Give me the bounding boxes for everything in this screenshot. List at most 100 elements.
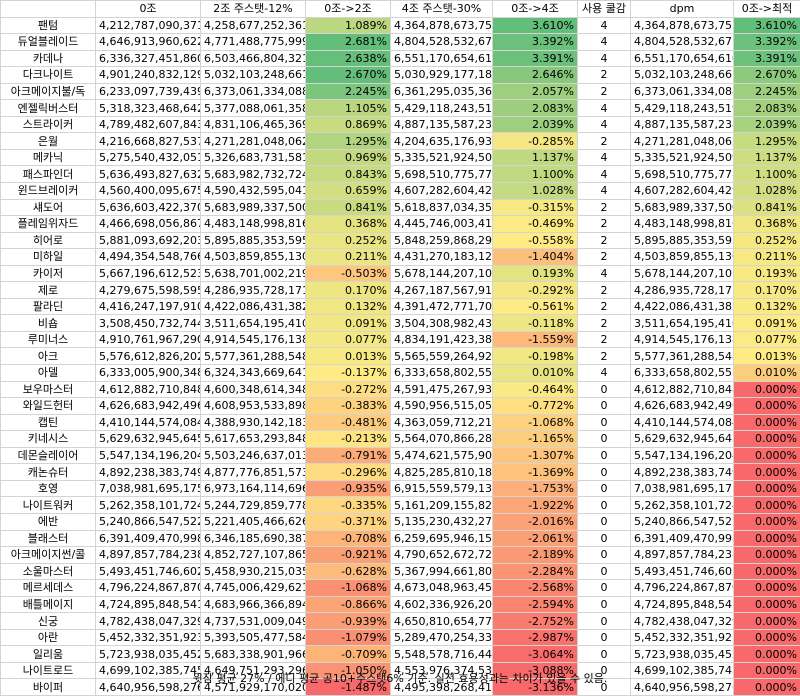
- cell-pct-0jo-to-best[interactable]: 0.000%: [734, 547, 800, 564]
- cell-class-name[interactable]: 메카닉: [1, 149, 96, 166]
- cell-dpm-value[interactable]: 5,262,358,101,724: [631, 497, 734, 514]
- cell-pct-0jo-to-best[interactable]: 2.245%: [734, 83, 800, 100]
- cell-pct-0jo-to-best[interactable]: 0.000%: [734, 398, 800, 415]
- cell-value-0jo[interactable]: 4,789,482,607,843: [96, 116, 201, 133]
- cell-value-4jo[interactable]: 5,289,470,254,334: [391, 629, 493, 646]
- cell-cooldown-count[interactable]: 4: [578, 365, 631, 382]
- cell-class-name[interactable]: 아크메이지불/독: [1, 83, 96, 100]
- cell-dpm-value[interactable]: 4,887,135,587,238: [631, 116, 734, 133]
- cell-pct-0jo-to-best[interactable]: 0.000%: [734, 431, 800, 448]
- cell-dpm-value[interactable]: 4,422,086,431,382: [631, 298, 734, 315]
- cell-value-4jo[interactable]: 4,887,135,587,238: [391, 116, 493, 133]
- cell-cooldown-count[interactable]: 4: [578, 34, 631, 51]
- cell-value-4jo[interactable]: 4,445,746,003,410: [391, 216, 493, 233]
- cell-class-name[interactable]: 보우마스터: [1, 381, 96, 398]
- cell-pct-0jo-to-4jo[interactable]: -2.189%: [493, 547, 578, 564]
- cell-value-0jo[interactable]: 5,629,632,945,645: [96, 431, 201, 448]
- cell-value-2jo[interactable]: 5,683,989,337,500: [201, 199, 306, 216]
- header-dpm[interactable]: dpm: [631, 1, 734, 18]
- cell-pct-0jo-to-best[interactable]: 0.000%: [734, 381, 800, 398]
- cell-value-0jo[interactable]: 4,560,400,095,675: [96, 183, 201, 200]
- cell-cooldown-count[interactable]: 2: [578, 67, 631, 84]
- cell-pct-0jo-to-2jo[interactable]: 0.170%: [306, 282, 391, 299]
- cell-pct-0jo-to-2jo[interactable]: -0.866%: [306, 596, 391, 613]
- cell-class-name[interactable]: 소울마스터: [1, 563, 96, 580]
- cell-dpm-value[interactable]: 4,914,545,176,138: [631, 331, 734, 348]
- cell-value-4jo[interactable]: 5,848,259,868,290: [391, 232, 493, 249]
- cell-pct-0jo-to-best[interactable]: 0.000%: [734, 580, 800, 597]
- cell-dpm-value[interactable]: 4,410,144,574,084: [631, 414, 734, 431]
- cell-value-0jo[interactable]: 4,612,882,710,848: [96, 381, 201, 398]
- cell-value-2jo[interactable]: 5,683,338,901,966: [201, 646, 306, 663]
- cell-dpm-value[interactable]: 6,551,170,654,610: [631, 50, 734, 67]
- cell-class-name[interactable]: 배틀메이지: [1, 596, 96, 613]
- cell-pct-0jo-to-2jo[interactable]: 0.077%: [306, 331, 391, 348]
- cell-value-4jo[interactable]: 4,607,282,604,429: [391, 183, 493, 200]
- cell-pct-0jo-to-2jo[interactable]: 0.659%: [306, 183, 391, 200]
- cell-pct-0jo-to-4jo[interactable]: 2.039%: [493, 116, 578, 133]
- cell-pct-0jo-to-2jo[interactable]: 0.969%: [306, 149, 391, 166]
- cell-value-4jo[interactable]: 5,698,510,775,778: [391, 166, 493, 183]
- cell-pct-0jo-to-2jo[interactable]: -0.791%: [306, 447, 391, 464]
- cell-pct-0jo-to-best[interactable]: 0.000%: [734, 646, 800, 663]
- cell-dpm-value[interactable]: 4,286,935,728,171: [631, 282, 734, 299]
- cell-value-4jo[interactable]: 6,361,295,035,361: [391, 83, 493, 100]
- header-2jo[interactable]: 2조 주스탯-12%: [201, 1, 306, 18]
- cell-pct-0jo-to-2jo[interactable]: -0.628%: [306, 563, 391, 580]
- cell-value-4jo[interactable]: 5,678,144,207,107: [391, 265, 493, 282]
- cell-pct-0jo-to-2jo[interactable]: -0.481%: [306, 414, 391, 431]
- cell-value-2jo[interactable]: 5,503,246,637,013: [201, 447, 306, 464]
- cell-cooldown-count[interactable]: 2: [578, 249, 631, 266]
- cell-value-2jo[interactable]: 4,683,966,366,894: [201, 596, 306, 613]
- cell-value-0jo[interactable]: 4,279,675,598,595: [96, 282, 201, 299]
- cell-value-2jo[interactable]: 5,895,885,353,595: [201, 232, 306, 249]
- cell-class-name[interactable]: 미하일: [1, 249, 96, 266]
- cell-cooldown-count[interactable]: 2: [578, 83, 631, 100]
- cell-value-4jo[interactable]: 5,474,621,575,907: [391, 447, 493, 464]
- cell-pct-0jo-to-best[interactable]: 0.000%: [734, 596, 800, 613]
- cell-value-2jo[interactable]: 4,745,006,429,621: [201, 580, 306, 597]
- cell-value-0jo[interactable]: 4,897,857,784,238: [96, 547, 201, 564]
- cell-pct-0jo-to-2jo[interactable]: -1.068%: [306, 580, 391, 597]
- cell-dpm-value[interactable]: 5,629,632,945,645: [631, 431, 734, 448]
- cell-pct-0jo-to-4jo[interactable]: -2.016%: [493, 513, 578, 530]
- cell-value-2jo[interactable]: 5,326,683,731,581: [201, 149, 306, 166]
- cell-value-0jo[interactable]: 5,275,540,432,051: [96, 149, 201, 166]
- cell-value-2jo[interactable]: 5,377,088,061,358: [201, 100, 306, 117]
- cell-pct-0jo-to-4jo[interactable]: 0.010%: [493, 365, 578, 382]
- cell-pct-0jo-to-best[interactable]: 0.193%: [734, 265, 800, 282]
- header-4jo[interactable]: 4조 주스탯-30%: [391, 1, 493, 18]
- cell-value-2jo[interactable]: 5,393,505,477,584: [201, 629, 306, 646]
- cell-pct-0jo-to-best[interactable]: 0.368%: [734, 216, 800, 233]
- cell-pct-0jo-to-4jo[interactable]: -0.558%: [493, 232, 578, 249]
- cell-dpm-value[interactable]: 3,511,654,195,410: [631, 315, 734, 332]
- cell-value-4jo[interactable]: 4,834,191,423,384: [391, 331, 493, 348]
- cell-dpm-value[interactable]: 6,391,409,470,998: [631, 530, 734, 547]
- cell-pct-0jo-to-2jo[interactable]: -0.213%: [306, 431, 391, 448]
- cell-pct-0jo-to-4jo[interactable]: 3.391%: [493, 50, 578, 67]
- cell-pct-0jo-to-2jo[interactable]: 2.245%: [306, 83, 391, 100]
- cell-value-0jo[interactable]: 4,216,668,827,537: [96, 133, 201, 150]
- cell-value-4jo[interactable]: 6,551,170,654,610: [391, 50, 493, 67]
- cell-cooldown-count[interactable]: 4: [578, 265, 631, 282]
- cell-value-2jo[interactable]: 6,503,466,804,321: [201, 50, 306, 67]
- cell-pct-0jo-to-best[interactable]: 0.000%: [734, 513, 800, 530]
- header-0jo[interactable]: 0조: [96, 1, 201, 18]
- cell-value-0jo[interactable]: 5,881,093,692,203: [96, 232, 201, 249]
- cell-value-2jo[interactable]: 4,590,432,595,041: [201, 183, 306, 200]
- cell-value-4jo[interactable]: 5,135,230,432,274: [391, 513, 493, 530]
- cell-value-4jo[interactable]: 6,259,695,946,152: [391, 530, 493, 547]
- cell-cooldown-count[interactable]: 0: [578, 580, 631, 597]
- cell-pct-0jo-to-best[interactable]: 0.000%: [734, 613, 800, 630]
- cell-value-4jo[interactable]: 4,431,270,183,128: [391, 249, 493, 266]
- cell-cooldown-count[interactable]: 0: [578, 480, 631, 497]
- cell-pct-0jo-to-2jo[interactable]: 1.105%: [306, 100, 391, 117]
- cell-pct-0jo-to-best[interactable]: 0.170%: [734, 282, 800, 299]
- cell-value-2jo[interactable]: 4,737,531,009,049: [201, 613, 306, 630]
- cell-class-name[interactable]: 아델: [1, 365, 96, 382]
- cell-pct-0jo-to-2jo[interactable]: 0.869%: [306, 116, 391, 133]
- cell-value-0jo[interactable]: 5,667,196,612,523: [96, 265, 201, 282]
- cell-pct-0jo-to-2jo[interactable]: -0.137%: [306, 365, 391, 382]
- cell-pct-0jo-to-best[interactable]: 0.091%: [734, 315, 800, 332]
- cell-pct-0jo-to-2jo[interactable]: -0.503%: [306, 265, 391, 282]
